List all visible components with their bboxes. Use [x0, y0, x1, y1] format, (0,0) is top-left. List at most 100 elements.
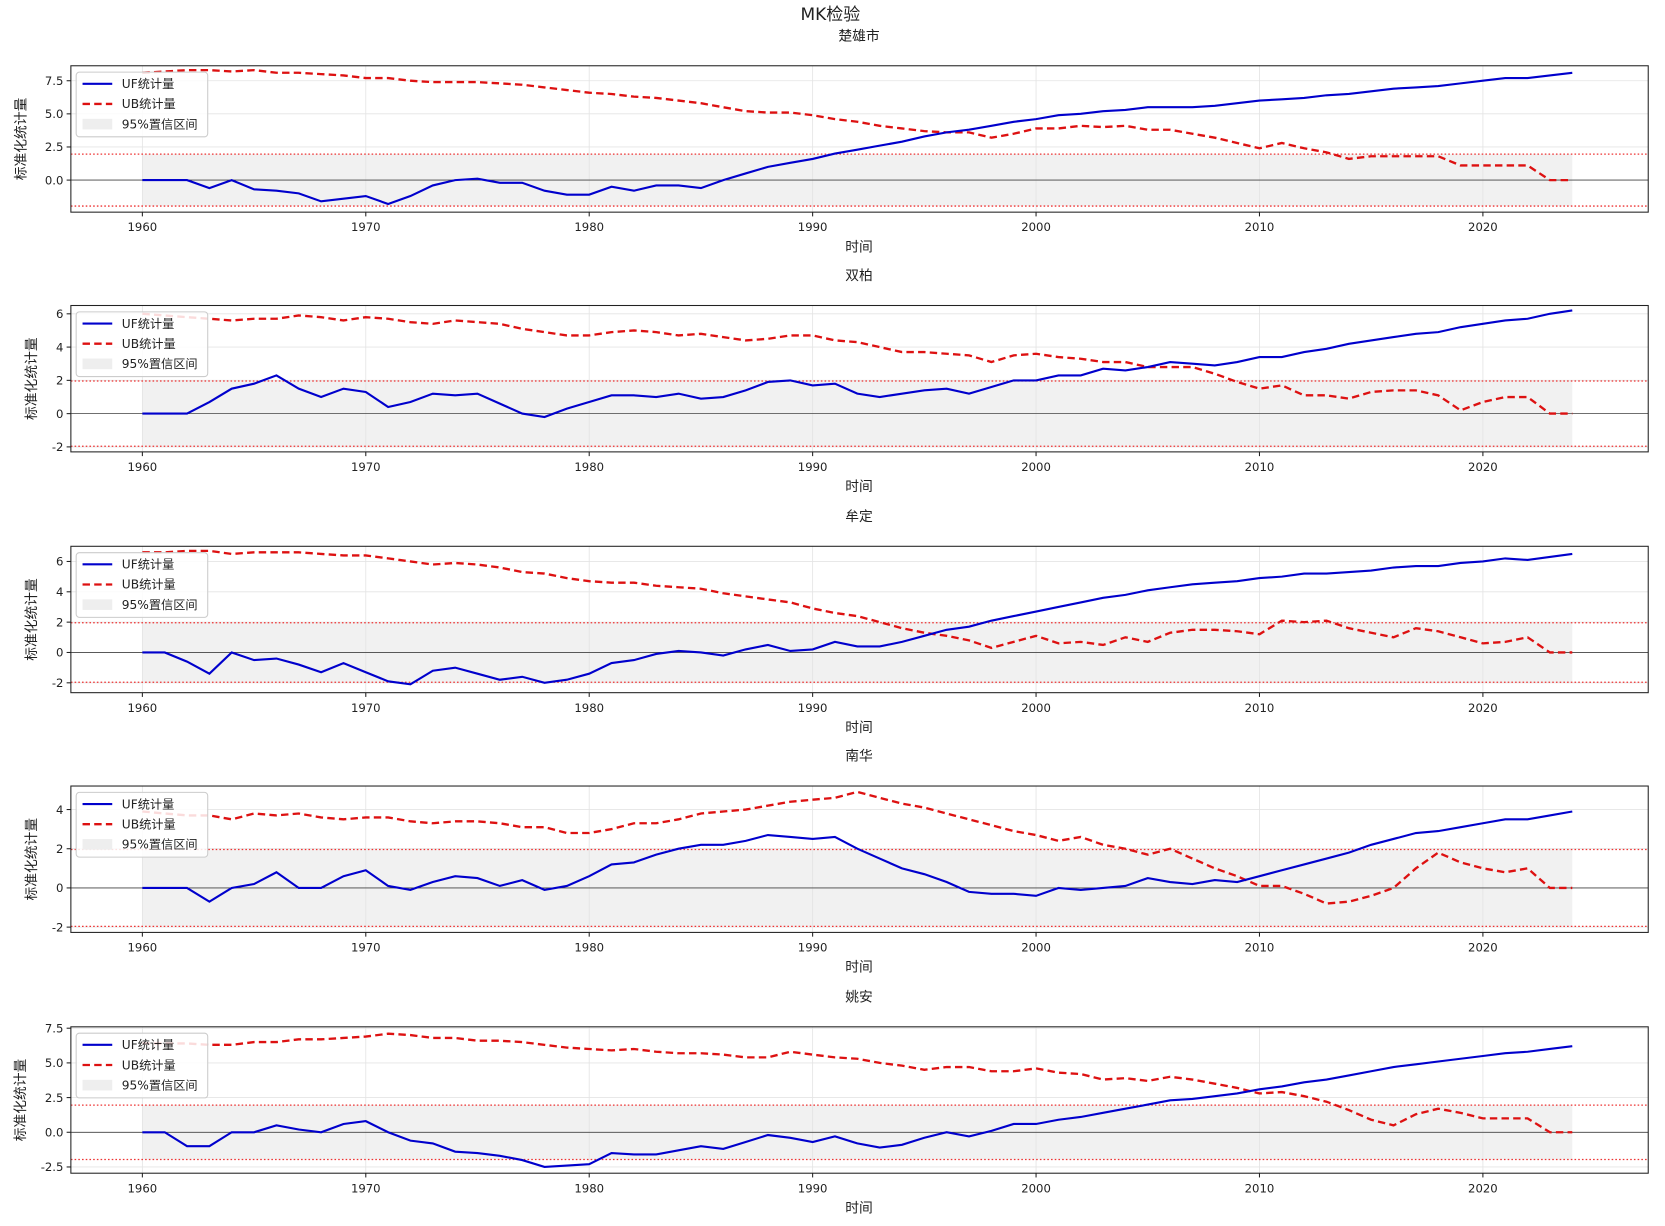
subplot-title: 双柏 [845, 268, 873, 284]
y-axis-label: 标准化统计量 [24, 337, 40, 420]
legend-band-label: 95%置信区间 [122, 117, 198, 131]
x-tick-label: 1990 [798, 220, 828, 234]
x-tick-label: 2020 [1468, 460, 1498, 474]
legend-uf-label: UF统计量 [122, 1038, 175, 1052]
y-tick-label: -2.5 [41, 1160, 64, 1174]
y-tick-label: 0 [56, 646, 63, 660]
ub-series-line [142, 549, 1573, 654]
ub-series-line [142, 1032, 1573, 1134]
x-tick-label: 1960 [128, 220, 158, 234]
y-tick-label: -2 [52, 920, 64, 934]
y-axis-label: 标准化统计量 [13, 97, 29, 180]
ub-series-line [142, 312, 1573, 415]
uf-series-line [142, 552, 1573, 686]
legend-band-label: 95%置信区间 [122, 357, 198, 371]
x-tick-label: 1960 [128, 1181, 158, 1195]
x-tick-label: 1970 [351, 941, 381, 955]
x-tick-label: 1980 [574, 1181, 604, 1195]
subplot-2: 双柏 1960 1970 1980 1990 2000 2010 2020 -2 0 2 4 6 时间 标准… [24, 268, 1649, 495]
ub-series-line [142, 790, 1573, 905]
legend-ub-label: UB统计量 [122, 337, 176, 351]
legend-uf-label: UF统计量 [122, 77, 175, 91]
y-tick-label: 4 [56, 585, 63, 599]
x-tick-label: 2010 [1245, 460, 1275, 474]
legend-band-swatch [82, 839, 113, 850]
legend: UF统计量 UB统计量 95%置信区间 [75, 71, 209, 138]
x-tick-label: 1990 [798, 460, 828, 474]
legend: UF统计量 UB统计量 95%置信区间 [75, 311, 209, 378]
x-tick-label: 1960 [128, 460, 158, 474]
x-tick-label: 2000 [1021, 941, 1051, 955]
y-tick-label: 2.5 [45, 1091, 64, 1105]
legend-band-swatch [82, 599, 113, 610]
legend-band-swatch [82, 118, 113, 130]
x-tick-label: 2000 [1021, 701, 1051, 715]
y-tick-label: 5.0 [45, 1056, 64, 1070]
subplot-3: 牟定 1960 1970 1980 1990 2000 2010 2020 -2 0 2 4 6 时间 标准… [24, 509, 1649, 736]
legend-uf-label: UF统计量 [122, 317, 175, 331]
x-tick-label: 1970 [351, 460, 381, 474]
legend-ub-label: UB统计量 [122, 1058, 176, 1072]
x-tick-label: 1990 [798, 1181, 828, 1195]
y-tick-label: -2 [52, 676, 64, 690]
y-axis-label: 标准化统计量 [24, 578, 40, 661]
y-axis-label: 标准化统计量 [13, 1058, 29, 1141]
uf-series-line [142, 810, 1573, 903]
x-tick-label: 2000 [1021, 220, 1051, 234]
x-tick-label: 1980 [574, 701, 604, 715]
x-tick-label: 2000 [1021, 1181, 1051, 1195]
legend: UF统计量 UB统计量 95%置信区间 [75, 791, 209, 858]
legend-ub-label: UB统计量 [122, 97, 176, 111]
axes-frame [70, 785, 1649, 933]
x-axis-label: 时间 [845, 479, 873, 495]
x-tick-label: 1960 [128, 941, 158, 955]
x-tick-label: 2000 [1021, 460, 1051, 474]
y-tick-label: -2 [52, 440, 64, 454]
y-tick-label: 2 [56, 615, 63, 629]
y-tick-label: 0.0 [45, 173, 64, 187]
x-tick-label: 1970 [351, 701, 381, 715]
x-tick-label: 1980 [574, 941, 604, 955]
axes-frame [70, 545, 1649, 694]
x-axis-label: 时间 [845, 720, 873, 736]
y-tick-label: 5.0 [45, 107, 64, 121]
y-tick-label: 4 [56, 340, 63, 354]
x-axis-label: 时间 [845, 960, 873, 976]
legend-uf-label: UF统计量 [122, 797, 175, 811]
legend-band-label: 95%置信区间 [122, 1078, 198, 1092]
x-tick-label: 1980 [574, 460, 604, 474]
y-tick-label: 6 [56, 307, 63, 321]
legend-band-swatch [82, 1079, 113, 1091]
x-tick-label: 1970 [351, 1181, 381, 1195]
ub-series-line [142, 68, 1573, 182]
subplot-1: 楚雄市 1960 1970 1980 1990 2000 2010 2020 0.0 2.5 5.0… [13, 27, 1649, 255]
y-tick-label: 2 [56, 374, 63, 388]
uf-series-line [142, 309, 1573, 419]
axes-frame [70, 1026, 1649, 1174]
figure-title: MK检验 [801, 5, 861, 25]
legend-ub-label: UB统计量 [122, 817, 176, 831]
x-tick-label: 2010 [1245, 701, 1275, 715]
y-tick-label: 0 [56, 407, 63, 421]
legend-band-label: 95%置信区间 [122, 838, 198, 852]
uf-series-line [142, 1045, 1573, 1169]
x-tick-label: 1980 [574, 220, 604, 234]
legend-band-swatch [82, 358, 113, 370]
axes-frame [70, 65, 1649, 213]
legend-uf-label: UF统计量 [122, 558, 175, 572]
y-tick-label: 2 [56, 842, 63, 856]
x-tick-label: 2020 [1468, 220, 1498, 234]
x-tick-label: 1990 [798, 701, 828, 715]
y-tick-label: 0 [56, 881, 63, 895]
legend-band-label: 95%置信区间 [122, 598, 198, 612]
x-tick-label: 1960 [128, 701, 158, 715]
uf-series-line [142, 71, 1573, 206]
subplot-4: 南华 1960 1970 1980 1990 2000 2010 2020 -2 0 2 4 时间 标准化… [24, 749, 1649, 976]
x-tick-label: 1970 [351, 220, 381, 234]
subplot-title: 南华 [845, 749, 873, 765]
x-tick-label: 2010 [1245, 1181, 1275, 1195]
x-tick-label: 2020 [1468, 701, 1498, 715]
subplot-title: 牟定 [845, 509, 873, 525]
y-tick-label: 4 [56, 803, 63, 817]
